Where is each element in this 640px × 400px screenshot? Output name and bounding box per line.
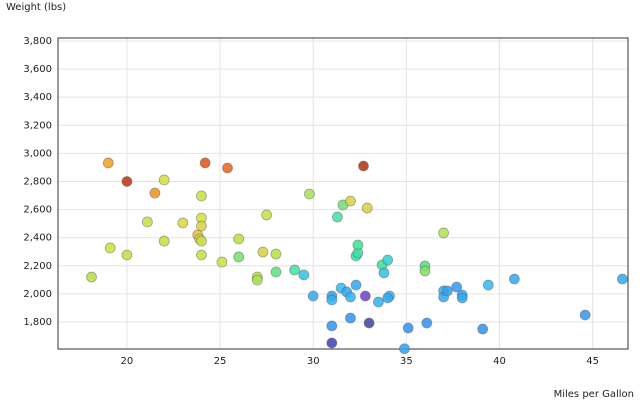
point	[352, 239, 364, 251]
point	[326, 320, 338, 332]
point	[363, 317, 375, 329]
point	[372, 296, 384, 308]
y-axis-label: Weight (lbs)	[6, 2, 66, 13]
x-tick-label: 20	[121, 356, 134, 367]
point	[270, 266, 282, 278]
point	[361, 202, 373, 214]
point	[251, 274, 263, 286]
point	[419, 265, 431, 277]
y-tick-label: 3,000	[23, 148, 52, 159]
point	[326, 294, 338, 306]
point	[451, 281, 463, 293]
point	[345, 291, 356, 303]
y-tick-label: 2,800	[23, 176, 52, 187]
x-axis-label: Miles per Gallon	[554, 389, 634, 400]
x-tick-label: 45	[586, 356, 599, 367]
point	[345, 312, 356, 324]
point	[261, 209, 273, 221]
point	[350, 279, 362, 291]
point	[307, 290, 319, 302]
point	[326, 337, 338, 349]
point	[222, 162, 233, 174]
point	[382, 254, 394, 266]
y-tick-label: 2,400	[23, 233, 52, 244]
point	[158, 174, 170, 186]
point	[121, 249, 133, 261]
point	[233, 251, 245, 263]
point	[382, 292, 394, 304]
point	[456, 292, 468, 304]
point	[149, 187, 161, 199]
point	[345, 195, 356, 207]
point	[142, 216, 153, 228]
plot-frame	[57, 37, 629, 350]
y-tick-label: 2,600	[23, 205, 52, 216]
point	[477, 323, 489, 335]
y-tick-label: 3,400	[23, 92, 52, 103]
point	[378, 267, 390, 279]
point	[196, 220, 207, 232]
point	[196, 235, 207, 247]
point	[441, 285, 453, 297]
x-tick-label: 40	[493, 356, 506, 367]
point	[304, 188, 315, 200]
y-tick-label: 3,600	[23, 64, 52, 75]
point	[199, 157, 211, 169]
x-tick-label: 30	[307, 356, 320, 367]
point	[289, 264, 300, 276]
point	[196, 190, 207, 202]
point	[508, 273, 520, 285]
point	[332, 211, 343, 223]
point	[216, 256, 228, 268]
point	[402, 322, 414, 334]
y-tick-label: 2,200	[23, 261, 52, 272]
y-tick-label: 1,800	[23, 317, 52, 328]
point	[233, 233, 245, 245]
y-tick-label: 3,200	[23, 120, 52, 131]
point	[121, 176, 133, 187]
point	[196, 249, 207, 261]
point	[617, 273, 628, 285]
point	[399, 343, 410, 355]
y-tick-label: 3,800	[23, 36, 52, 47]
point	[359, 290, 371, 302]
point	[86, 271, 97, 283]
point	[102, 157, 114, 169]
point	[421, 317, 433, 329]
x-tick-label: 35	[400, 356, 413, 367]
point	[579, 309, 591, 321]
point	[270, 248, 282, 260]
x-tick-label: 25	[214, 356, 227, 367]
point	[257, 246, 269, 258]
point	[177, 217, 189, 229]
point	[482, 279, 494, 291]
point	[438, 227, 449, 239]
point	[158, 235, 170, 247]
point	[298, 269, 310, 281]
point	[358, 160, 369, 172]
y-tick-label: 2,000	[23, 289, 52, 300]
point	[104, 242, 116, 254]
